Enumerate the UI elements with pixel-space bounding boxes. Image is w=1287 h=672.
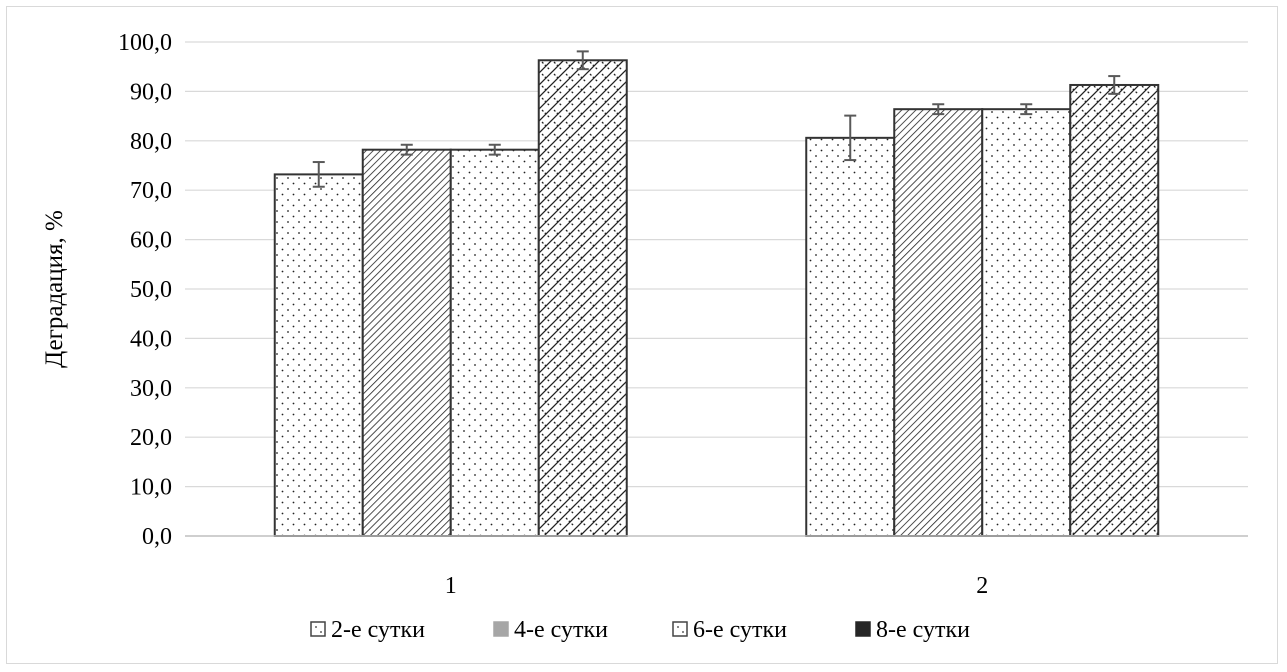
y-tick-label: 30,0 <box>130 376 172 402</box>
bar <box>805 136 896 537</box>
y-tick-label: 90,0 <box>130 79 172 105</box>
x-category-label: 2 <box>976 573 988 599</box>
error-bar <box>312 161 325 188</box>
legend-swatch <box>310 621 326 637</box>
legend-label: 6-е сутки <box>693 617 787 643</box>
error-bar <box>400 143 413 156</box>
x-category-label: 1 <box>445 573 457 599</box>
y-tick-label: 100,0 <box>118 30 172 56</box>
legend-item: 2-е сутки <box>310 617 425 643</box>
y-tick-label: 10,0 <box>130 475 172 501</box>
legend-item: 6-е сутки <box>672 617 787 643</box>
y-tick-label: 20,0 <box>130 425 172 451</box>
error-bar <box>1020 103 1033 116</box>
y-tick-label: 40,0 <box>130 326 172 352</box>
bar <box>981 108 1072 538</box>
bar <box>361 148 452 538</box>
bars <box>273 59 1160 538</box>
y-axis-tick-labels: 0,0 10,0 20,0 30,0 40,0 50,0 60,0 70,0 80,0 90,0 1… <box>118 30 172 550</box>
error-bar <box>488 143 501 156</box>
bar <box>273 173 364 537</box>
error-bar <box>932 103 945 116</box>
legend-swatch <box>493 621 509 637</box>
error-bar <box>1108 75 1121 95</box>
y-tick-label: 80,0 <box>130 129 172 155</box>
bar <box>449 148 540 538</box>
y-tick-label: 50,0 <box>130 277 172 303</box>
legend-item: 8-е сутки <box>855 617 970 643</box>
legend-swatch <box>855 621 871 637</box>
legend-item: 4-е сутки <box>493 617 608 643</box>
legend-label: 8-е сутки <box>876 617 970 643</box>
y-tick-label: 60,0 <box>130 228 172 254</box>
legend-label: 4-е сутки <box>514 617 608 643</box>
y-axis-title: Деградация, % <box>41 210 68 368</box>
y-tick-label: 70,0 <box>130 178 172 204</box>
bar <box>1069 83 1160 537</box>
legend-label: 2-е сутки <box>331 617 425 643</box>
y-tick-label: 0,0 <box>142 524 172 550</box>
error-bar <box>844 114 857 162</box>
bar <box>893 108 984 538</box>
legend-swatch <box>672 621 688 637</box>
error-bar <box>576 50 589 71</box>
error-bars <box>312 50 1121 188</box>
legend: 2-е сутки 4-е сутки 6-е сутки 8-е сутки <box>310 617 970 643</box>
bar <box>537 59 628 537</box>
